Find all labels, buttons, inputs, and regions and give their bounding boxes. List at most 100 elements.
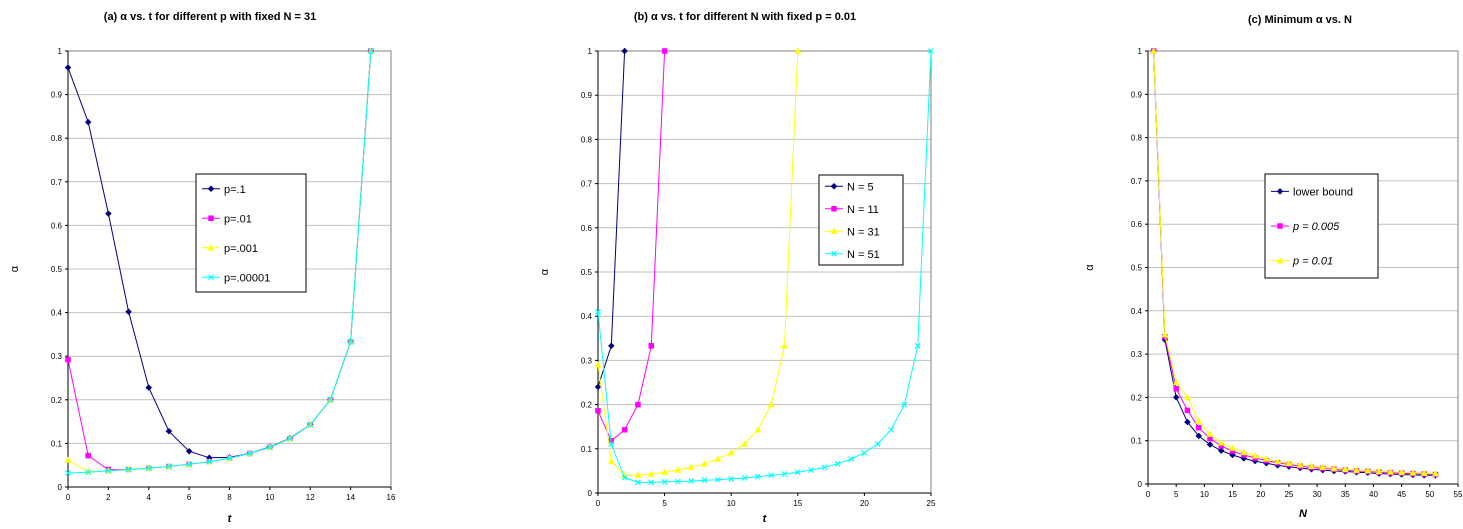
- data-point: [647, 470, 655, 477]
- data-point: [901, 401, 908, 408]
- legend-swatch-marker: [208, 274, 214, 281]
- data-point: [1375, 467, 1383, 475]
- legend-swatch-marker: [208, 215, 214, 221]
- x-tick-label: 10: [727, 499, 736, 508]
- legend-label: N = 51: [847, 249, 880, 261]
- data-point: [246, 450, 253, 457]
- data-point: [1206, 430, 1214, 437]
- x-tick-label: 35: [1341, 490, 1350, 499]
- y-tick-label: 0.8: [51, 134, 63, 143]
- data-point: [1195, 424, 1202, 431]
- chart-1: 00.10.20.30.40.50.60.70.80.910 2 4 6 8 10 12 14…: [9, 11, 396, 525]
- data-point: [64, 64, 72, 71]
- data-point: [186, 461, 193, 468]
- data-point: [688, 478, 695, 484]
- y-tick-label: 0.4: [51, 309, 63, 318]
- data-point: [767, 400, 775, 408]
- legend-swatch-marker: [830, 182, 838, 190]
- y-tick-label: 0.6: [1131, 220, 1143, 229]
- legend-box: [818, 174, 904, 266]
- y-tick-label: 0.5: [1131, 264, 1143, 273]
- data-point: [1173, 385, 1179, 392]
- data-point: [125, 466, 132, 473]
- data-point: [781, 471, 788, 477]
- y-tick-label: 0: [1138, 480, 1143, 489]
- legend-label: lower bound: [1293, 186, 1353, 198]
- data-point: [64, 456, 72, 463]
- data-point: [367, 48, 374, 54]
- x-tick-label: 4: [147, 493, 152, 502]
- data-point: [105, 467, 112, 474]
- data-point: [266, 444, 273, 451]
- x-tick-label: 5: [662, 499, 667, 508]
- x-tick-label: 10: [265, 493, 274, 502]
- legend-box: [195, 173, 307, 293]
- legend-label: N = 31: [847, 226, 880, 238]
- data-point: [1353, 466, 1360, 473]
- data-point: [145, 384, 153, 391]
- data-point: [914, 342, 921, 349]
- data-point: [768, 472, 775, 479]
- data-point: [1341, 465, 1349, 473]
- y-axis-label: α: [1084, 264, 1096, 271]
- legend-swatch-marker: [207, 185, 215, 193]
- data-point: [1184, 418, 1191, 426]
- series-n-51: [595, 48, 934, 486]
- legend: lower bound p = 0.005 p = 0.01: [1264, 173, 1379, 279]
- data-point: [821, 464, 828, 471]
- data-point: [1432, 469, 1439, 477]
- x-tick-label: 20: [1256, 490, 1265, 499]
- data-point: [1285, 459, 1293, 466]
- data-point: [1206, 441, 1214, 448]
- y-tick-label: 0.2: [581, 401, 593, 410]
- y-tick-label: 1: [58, 47, 63, 56]
- legend-swatch-marker: [830, 227, 838, 234]
- series-n-11: [595, 48, 668, 444]
- data-point: [1150, 47, 1158, 54]
- data-point: [307, 421, 314, 428]
- data-point: [661, 48, 668, 54]
- y-tick-label: 0.1: [581, 445, 593, 454]
- data-point: [714, 455, 722, 462]
- chart-3: 00.10.20.30.40.50.60.70.80.910 5 10 15 20 25 3…: [1084, 14, 1463, 520]
- x-tick-label: 40: [1369, 490, 1378, 499]
- data-point: [85, 452, 91, 459]
- y-tick-label: 0.6: [581, 224, 593, 233]
- data-point: [1386, 468, 1394, 475]
- x-tick-label: 55: [1454, 490, 1463, 499]
- data-point: [84, 118, 92, 126]
- series-n-31: [594, 47, 802, 479]
- data-point: [714, 476, 721, 483]
- data-point: [85, 469, 92, 476]
- data-point: [1195, 432, 1203, 440]
- data-point: [607, 342, 615, 350]
- y-tick-label: 0.6: [51, 221, 63, 230]
- y-tick-label: 0.2: [1131, 393, 1143, 402]
- x-tick-label: 10: [1200, 490, 1209, 499]
- series-line: [597, 50, 666, 442]
- data-point: [595, 308, 601, 315]
- x-tick-label: 15: [1228, 490, 1237, 499]
- data-point: [1409, 469, 1417, 476]
- legend: N = 5 N = 11 N = 31 N = 51: [818, 174, 904, 266]
- y-tick-label: 0.3: [581, 356, 593, 365]
- data-point: [185, 447, 193, 455]
- series-line: [67, 50, 372, 474]
- data-point: [861, 449, 868, 456]
- x-axis-label: N: [1299, 508, 1308, 520]
- data-point: [1172, 378, 1180, 385]
- data-point: [1229, 444, 1236, 451]
- y-tick-label: 0.4: [1131, 307, 1143, 316]
- data-point: [727, 449, 735, 456]
- series-line: [597, 50, 626, 388]
- y-tick-label: 0.5: [581, 268, 593, 277]
- legend-label: p = 0.01: [1292, 256, 1333, 268]
- data-point: [794, 47, 802, 54]
- data-point: [634, 471, 642, 479]
- legend-swatch-marker: [1276, 187, 1284, 195]
- legend-swatch-marker: [831, 206, 837, 212]
- y-tick-label: 0.3: [1131, 350, 1143, 359]
- data-point: [848, 456, 855, 462]
- data-point: [65, 356, 71, 363]
